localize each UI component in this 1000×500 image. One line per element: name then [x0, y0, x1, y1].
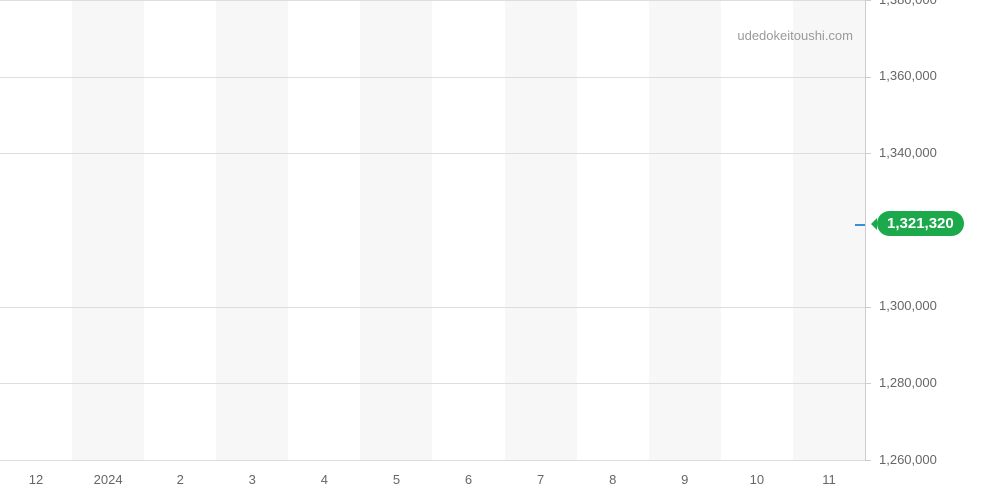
y-axis-tick: [865, 460, 871, 461]
x-band: [72, 0, 144, 460]
x-axis-label: 4: [321, 472, 328, 487]
x-axis-label: 5: [393, 472, 400, 487]
grid-line-horizontal: [0, 383, 865, 384]
y-axis-label: 1,260,000: [879, 452, 937, 467]
x-axis-label: 11: [822, 472, 836, 487]
x-band: [505, 0, 577, 460]
grid-line-horizontal: [0, 0, 865, 1]
price-chart: 1,260,000 1,280,000 1,300,000 1,340,000 1,36…: [0, 0, 1000, 500]
plot-area: [0, 0, 865, 460]
y-axis-label: 1,340,000: [879, 145, 937, 160]
x-band: [216, 0, 288, 460]
current-value-marker: [855, 224, 865, 226]
x-axis-label: 2: [177, 472, 184, 487]
x-band: [793, 0, 865, 460]
x-axis-label: 7: [537, 472, 544, 487]
y-axis-label: 1,280,000: [879, 375, 937, 390]
x-band: [649, 0, 721, 460]
x-axis-label: 10: [750, 472, 764, 487]
x-axis-label: 9: [681, 472, 688, 487]
x-band: [577, 0, 649, 460]
y-axis-label: 1,360,000: [879, 68, 937, 83]
grid-line-horizontal: [0, 153, 865, 154]
y-axis-label: 1,380,000: [879, 0, 937, 7]
current-value-badge: 1,321,320: [877, 211, 964, 236]
watermark: udedokeitoushi.com: [703, 28, 853, 43]
x-axis-label: 6: [465, 472, 472, 487]
x-band: [0, 0, 72, 460]
x-band: [288, 0, 360, 460]
grid-line-horizontal: [0, 460, 865, 461]
y-axis-label: 1,300,000: [879, 298, 937, 313]
grid-line-horizontal: [0, 307, 865, 308]
x-axis-label: 8: [609, 472, 616, 487]
x-axis-label: 2024: [94, 472, 123, 487]
x-band: [144, 0, 216, 460]
grid-line-horizontal: [0, 77, 865, 78]
x-axis-label: 12: [29, 472, 43, 487]
y-axis-line: [865, 0, 866, 460]
x-band: [360, 0, 432, 460]
x-axis-label: 3: [249, 472, 256, 487]
x-band: [433, 0, 505, 460]
x-band: [721, 0, 793, 460]
